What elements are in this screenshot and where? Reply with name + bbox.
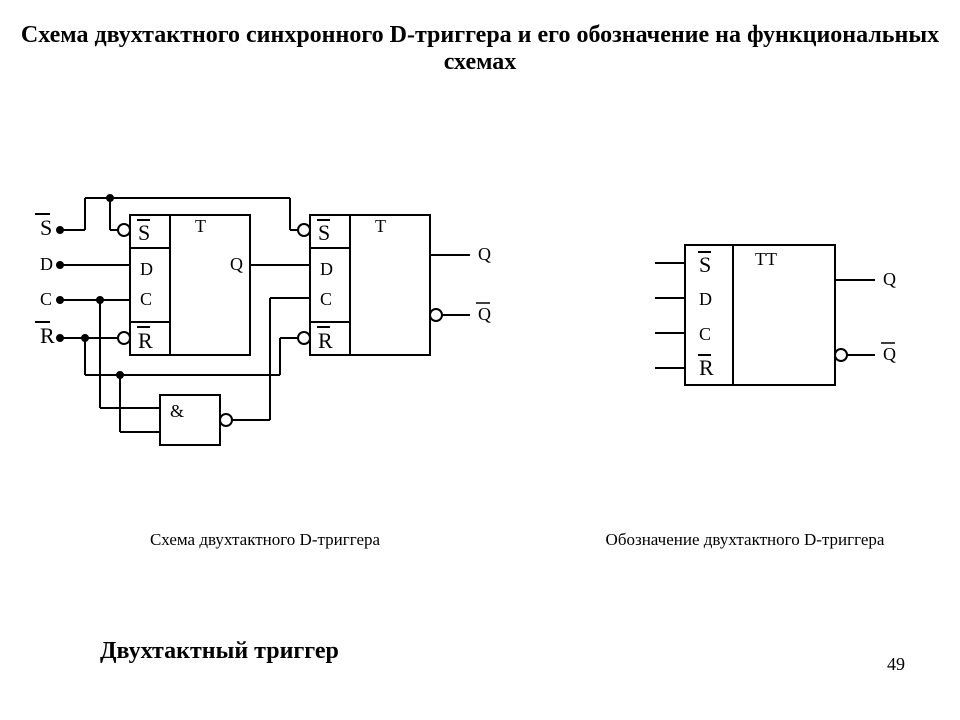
svg-text:D: D xyxy=(320,259,333,279)
svg-text:R: R xyxy=(138,328,153,353)
svg-text:S: S xyxy=(699,252,711,277)
svg-text:C: C xyxy=(699,324,711,344)
svg-text:D: D xyxy=(140,259,153,279)
schematic-right: S D C R TT Q Q xyxy=(625,225,925,445)
svg-text:Q: Q xyxy=(883,269,896,289)
svg-text:R: R xyxy=(40,323,55,348)
svg-text:Q: Q xyxy=(478,244,491,264)
svg-text:R: R xyxy=(318,328,333,353)
svg-text:D: D xyxy=(699,289,712,309)
svg-text:C: C xyxy=(40,289,52,309)
svg-text:TT: TT xyxy=(755,249,777,269)
caption-right: Обозначение двухтактного D-триггера xyxy=(585,530,905,550)
svg-text:T: T xyxy=(195,216,206,236)
svg-text:Q: Q xyxy=(883,344,896,364)
svg-text:C: C xyxy=(320,289,332,309)
svg-text:S: S xyxy=(138,220,150,245)
svg-text:Q: Q xyxy=(230,254,243,274)
subtitle: Двухтактный триггер xyxy=(100,638,339,665)
svg-text:D: D xyxy=(40,254,53,274)
caption-left: Схема двухтактного D-триггера xyxy=(100,530,430,550)
svg-text:R: R xyxy=(699,355,714,380)
svg-text:Q: Q xyxy=(478,304,491,324)
svg-text:C: C xyxy=(140,289,152,309)
svg-text:S: S xyxy=(318,220,330,245)
svg-text:S: S xyxy=(40,215,52,240)
schematic-left: S D C R S D C R T Q S D C xyxy=(20,190,550,510)
page-number: 49 xyxy=(887,654,905,675)
svg-text:T: T xyxy=(375,216,386,236)
page-title: Схема двухтактного синхронного D-триггер… xyxy=(0,22,960,76)
svg-text:&: & xyxy=(170,401,184,421)
